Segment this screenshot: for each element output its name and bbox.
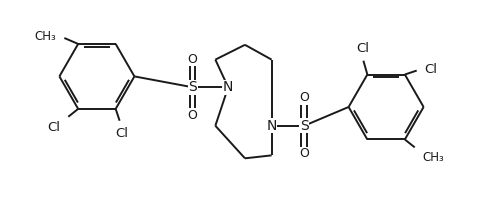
Text: O: O — [299, 147, 309, 160]
Text: N: N — [223, 80, 233, 94]
Text: O: O — [188, 53, 197, 65]
Text: S: S — [300, 119, 309, 133]
Text: Cl: Cl — [424, 63, 438, 76]
Text: Cl: Cl — [356, 42, 369, 55]
Text: S: S — [188, 80, 197, 94]
Text: CH₃: CH₃ — [423, 151, 444, 164]
Text: N: N — [266, 119, 277, 133]
Text: CH₃: CH₃ — [35, 30, 57, 43]
Text: Cl: Cl — [47, 121, 60, 134]
Text: Cl: Cl — [115, 127, 128, 140]
Text: O: O — [188, 109, 197, 122]
Text: O: O — [299, 91, 309, 104]
